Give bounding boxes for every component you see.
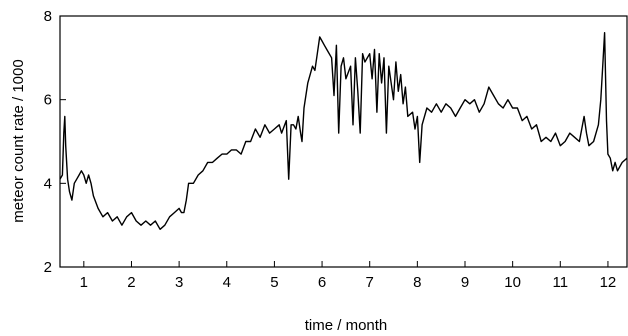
x-tick-label: 6: [318, 274, 326, 291]
plot-frame: [59, 15, 628, 268]
y-tick-label: 4: [44, 175, 52, 192]
x-tick-label: 7: [366, 274, 374, 291]
x-ticks: 1 2 3 4 5 6 7 8 9 10 11 12: [80, 261, 617, 291]
y-tick-label: 8: [44, 8, 52, 25]
x-tick-label: 12: [600, 274, 617, 291]
x-tick-label: 9: [461, 274, 469, 291]
x-tick-label: 10: [504, 274, 521, 291]
y-ticks: 2 4 6 8: [44, 8, 66, 276]
x-tick-label: 4: [223, 274, 231, 291]
series-line: [59, 32, 628, 230]
x-axis-label: time / month: [305, 317, 388, 334]
x-tick-label: 5: [270, 274, 278, 291]
x-tick-label: 2: [127, 274, 135, 291]
x-tick-label: 11: [553, 274, 569, 291]
x-tick-label: 3: [175, 274, 183, 291]
y-tick-label: 2: [44, 259, 52, 276]
y-axis-label: meteor count rate / 1000: [10, 59, 27, 222]
y-tick-label: 6: [44, 92, 52, 109]
x-tick-label: 1: [80, 274, 88, 291]
x-tick-label: 8: [413, 274, 421, 291]
